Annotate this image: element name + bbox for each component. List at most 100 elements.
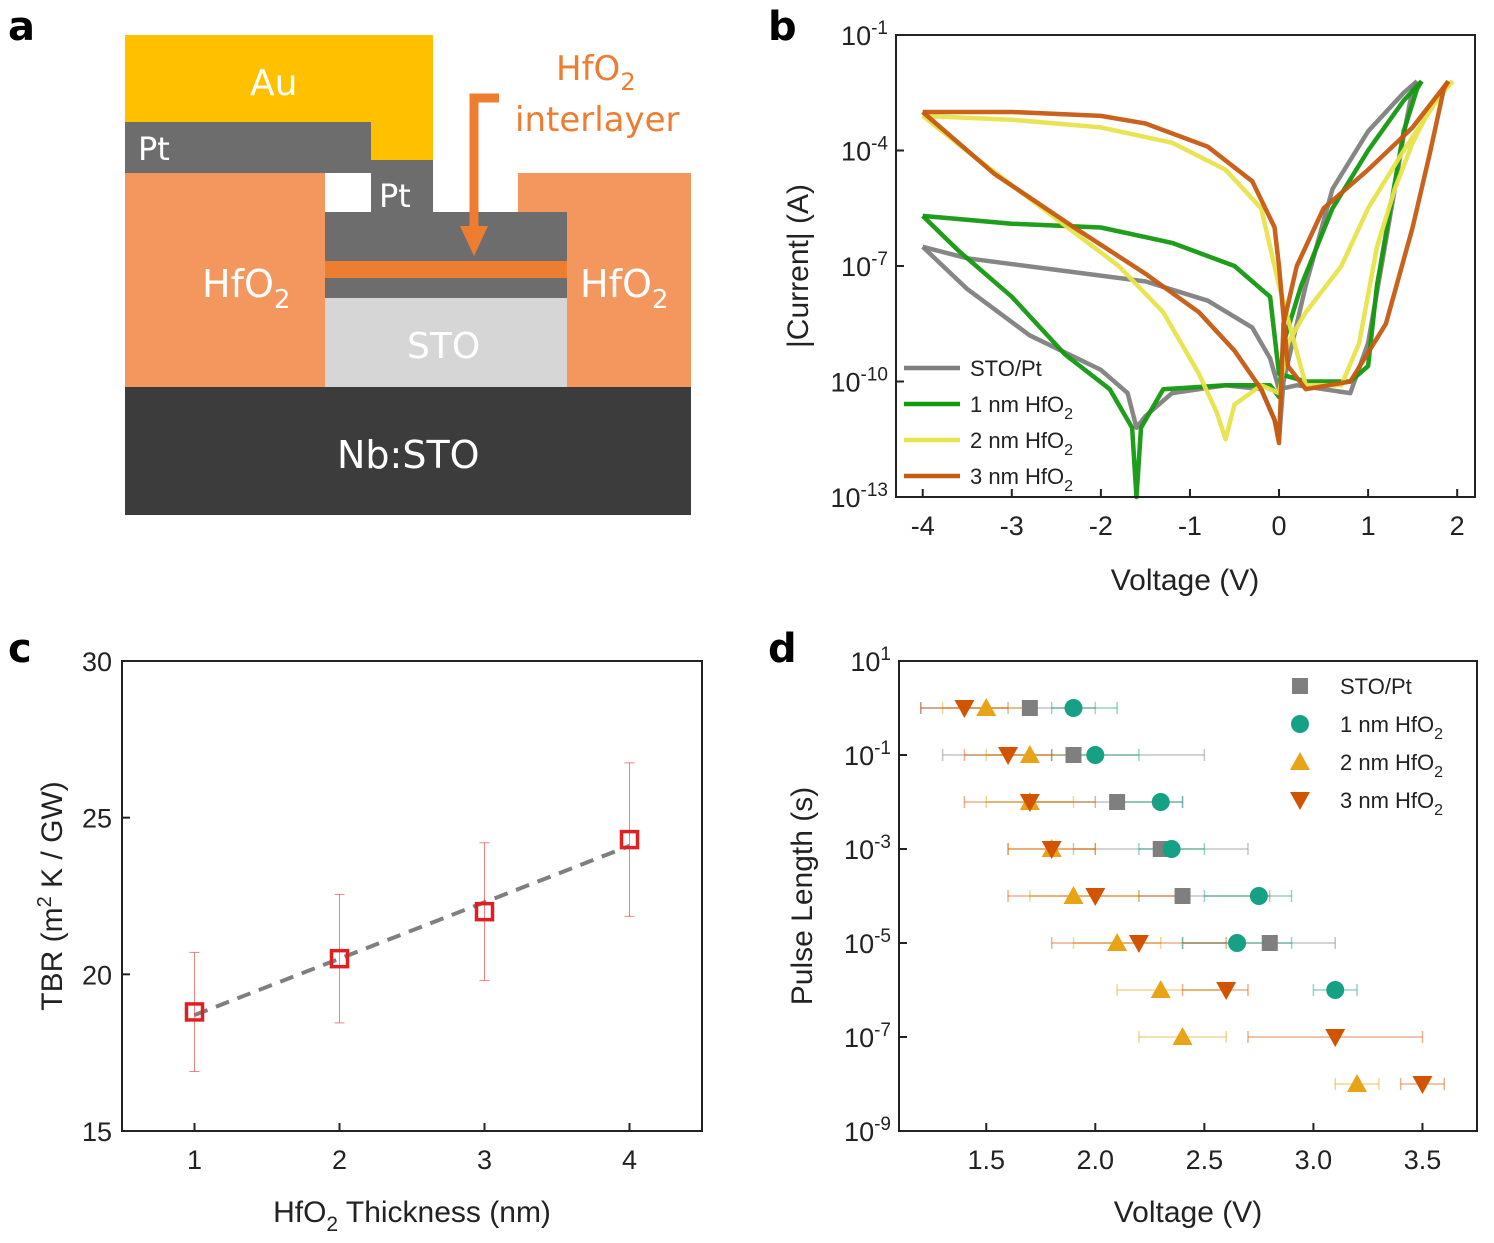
data-point-triangle-down [1041, 841, 1062, 859]
data-point-triangle-up [1172, 1027, 1193, 1045]
x-tick-label-c: 2 [332, 1145, 347, 1175]
annotation-arrow-shaft [469, 93, 499, 228]
x-axis-label-c: HfO2 Thickness (nm) [273, 1196, 551, 1236]
y-tick-label-b-base: 10 [830, 368, 860, 398]
hfo2-right-label-text: HfO [580, 262, 652, 306]
tbr-data [184, 762, 640, 1072]
y-tick-label-d: 10-3 [844, 832, 891, 865]
panel-label-c: c [8, 626, 32, 672]
pt-via [371, 160, 433, 212]
x-axis-label-c-sub: 2 [326, 1213, 338, 1236]
legend-label-d: 3 nm HfO2 [1340, 788, 1443, 819]
data-point [619, 829, 640, 850]
y-tick-label-c: 20 [82, 960, 112, 990]
legend-label-b-text: 1 nm HfO [970, 392, 1064, 417]
pt-bottom-layer [325, 278, 567, 298]
hfo2-right-label-sub: 2 [652, 285, 669, 315]
x-tick-label-d: 3.5 [1404, 1145, 1442, 1175]
data-point-square [1109, 794, 1126, 810]
legend-label-d-text: 1 nm HfO [1340, 712, 1434, 737]
x-axis-label-c-part1: HfO [273, 1196, 326, 1229]
annotation-line1-text: HfO [556, 49, 620, 89]
x-axis-label-d: Voltage (V) [1114, 1196, 1262, 1229]
data-point-circle [1249, 887, 1268, 905]
legend-label-b-text: STO/Pt [970, 356, 1042, 381]
data-point-triangle-up [1150, 980, 1171, 998]
au-electrode [125, 35, 433, 160]
legend-marker-d [1290, 792, 1310, 810]
y-axis-label-c-part1: TBR (m [36, 907, 69, 1010]
fit-line [193, 844, 631, 1017]
y-tick-label-d-exp: -1 [874, 738, 891, 759]
y-tick-label-d-exp: -9 [874, 1114, 891, 1135]
panel-d: d 1.5 2.0 2.5 3.0 3.510110-110-310-510-710-9… [768, 626, 1478, 1229]
x-tick-label-b: -2 [1089, 511, 1113, 541]
legend-label-b-text: 2 nm HfO [970, 428, 1064, 453]
sto-label: STO [407, 326, 480, 367]
x-tick-label-d: 1.5 [967, 1145, 1005, 1175]
legend-label-d-text: 2 nm HfO [1340, 750, 1434, 775]
iv-curve-3-lower [921, 79, 1455, 442]
x-tick-label-b: -1 [1178, 511, 1202, 541]
x-tick-label-d: 2.5 [1186, 1145, 1224, 1175]
y-tick-label-d-exp: -3 [874, 832, 891, 853]
legend-label-b-sub: 2 [1064, 478, 1073, 495]
data-point-triangle-up [1347, 1074, 1368, 1092]
x-tick-label-d: 3.0 [1295, 1145, 1333, 1175]
data-point-triangle-up [1107, 933, 1128, 951]
au-label: Au [250, 63, 297, 104]
data-point-circle [1162, 840, 1181, 858]
y-tick-label-b-base: 10 [841, 137, 871, 167]
x-tick-label-c: 4 [622, 1145, 637, 1175]
panel-a: a Au Pt Pt HfO2 HfO2 STO Nb:STO HfO2 int… [8, 4, 691, 515]
x-tick-label-b: -4 [911, 511, 935, 541]
legend-marker-d [1290, 752, 1310, 770]
hfo2-left-label: HfO2 [202, 262, 290, 315]
y-tick-label-d-exp: -7 [874, 1020, 891, 1041]
y-tick-label-c: 15 [82, 1117, 112, 1147]
hfo2-left-layer [125, 173, 325, 387]
data-point-square [1174, 888, 1191, 904]
legend-label-d: STO/Pt [1340, 674, 1412, 699]
y-tick-label-b-exp: -7 [871, 249, 888, 270]
y-tick-label-b-base: 10 [841, 252, 871, 282]
data-point-triangle-down [998, 747, 1019, 765]
y-tick-label-d: 10-1 [844, 738, 891, 771]
data-point [329, 948, 350, 969]
y-tick-label-d: 10-7 [844, 1020, 891, 1053]
legend-label-d-text: 3 nm HfO [1340, 788, 1434, 813]
y-axis-label-c-part2: K / GW) [36, 781, 69, 896]
data-point [184, 1002, 205, 1022]
y-tick-label-d-base: 10 [844, 741, 874, 771]
y-tick-label-c: 30 [82, 647, 112, 677]
legend-label-d-sub: 2 [1434, 802, 1443, 819]
legend-marker-d [1291, 715, 1309, 733]
data-point-triangle-down [1085, 888, 1106, 906]
annotation-line2: interlayer [515, 100, 680, 140]
y-tick-label-b-exp: -4 [871, 134, 888, 155]
y-axis-label-c-sup: 2 [34, 896, 56, 907]
legend-label-b: 1 nm HfO2 [970, 392, 1073, 423]
legend-marker-d [1292, 678, 1308, 694]
x-axis-label-c-part2: Thickness (nm) [338, 1196, 551, 1229]
plot-frame-c [121, 660, 703, 1132]
data-point-circle [1064, 699, 1083, 717]
y-axis-label-b: |Current| (A) [782, 184, 815, 348]
data-point-triangle-up [976, 698, 997, 716]
iv-curves [921, 79, 1455, 500]
iv-curve-2-upper [922, 80, 1424, 384]
y-tick-label-d-base: 10 [850, 647, 880, 677]
data-point-triangle-down [1128, 935, 1149, 953]
data-point-triangle-down [1412, 1076, 1433, 1094]
legend-label-b: 2 nm HfO2 [970, 428, 1073, 459]
legend-label-b-text: 3 nm HfO [970, 464, 1064, 489]
hfo2-interlayer [325, 261, 567, 278]
y-tick-label-c: 25 [82, 804, 112, 834]
y-axis-label-c: TBR (m2 K / GW) [34, 781, 69, 1010]
plot-frame-d [898, 660, 1478, 1132]
hfo2-left-label-sub: 2 [274, 285, 291, 315]
